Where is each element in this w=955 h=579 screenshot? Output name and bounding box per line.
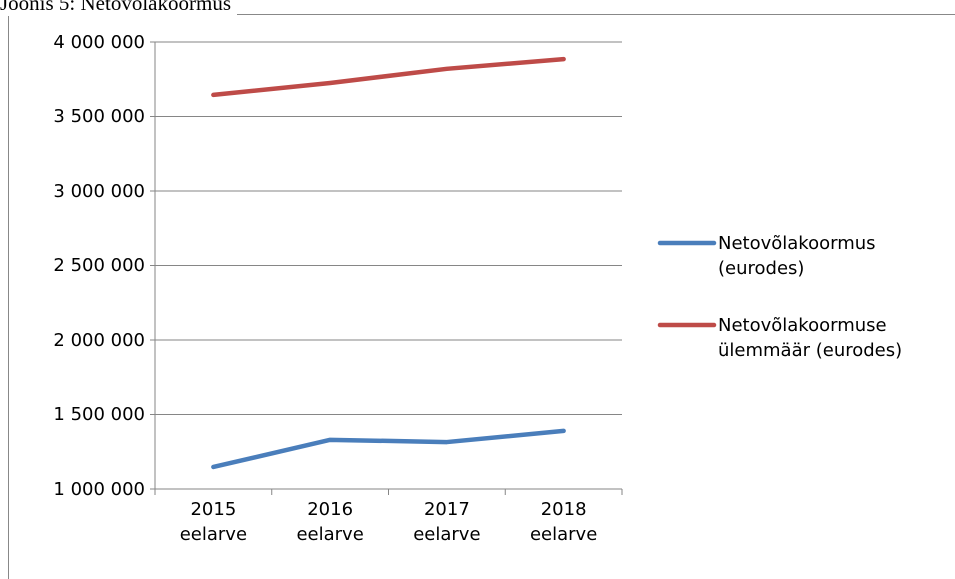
- series-line: [211, 56, 566, 98]
- legend-label: Netovõlakoormuse ülemmäär (eurodes): [718, 314, 903, 361]
- y-tick-label: 2 500 000: [53, 255, 145, 276]
- x-tick-label: 2016 eelarve: [296, 499, 364, 545]
- chart-title: Joonis 5: Netovõlakoormus: [0, 0, 237, 16]
- y-tick-label: 3 500 000: [53, 106, 145, 127]
- y-tick-label: 1 500 000: [53, 404, 145, 425]
- x-tick-label: 2015 eelarve: [179, 499, 248, 545]
- x-tick-label: 2018 eelarve: [529, 499, 598, 545]
- y-tick-label: 1 000 000: [53, 478, 145, 500]
- series-line: [211, 428, 566, 470]
- y-tick-label: 4 000 000: [53, 31, 145, 53]
- x-tick-label: 2017 eelarve: [413, 499, 481, 545]
- legend-label: Netovõlakoormus (eurodes): [718, 232, 876, 279]
- y-tick-label: 2 000 000: [53, 329, 145, 351]
- y-tick-label: 3 000 000: [53, 180, 145, 202]
